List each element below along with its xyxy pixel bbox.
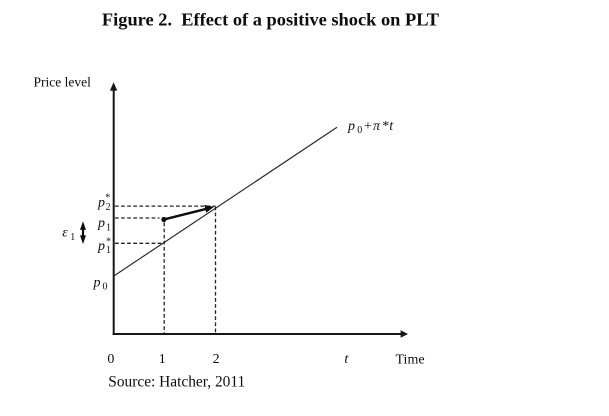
svg-text:Figure 2. Effect of a positiv: Figure 2. Effect of a positive shock on … (102, 9, 439, 29)
svg-text:*: * (106, 236, 111, 247)
svg-text:Price level: Price level (34, 75, 92, 90)
svg-text:*: * (382, 119, 389, 134)
svg-text:p: p (347, 119, 355, 134)
svg-text:*: * (105, 193, 110, 204)
svg-text:0: 0 (107, 352, 114, 367)
svg-text:1: 1 (159, 352, 166, 367)
svg-text:π: π (373, 119, 381, 134)
svg-text:2: 2 (106, 202, 111, 213)
svg-text:+: + (364, 119, 372, 134)
svg-text:Time: Time (396, 352, 425, 367)
svg-text:p: p (97, 196, 105, 211)
svg-text:ε: ε (62, 226, 68, 241)
svg-text:p: p (97, 239, 105, 254)
svg-text:Source: Hatcher, 2011: Source: Hatcher, 2011 (108, 373, 245, 390)
svg-text:2: 2 (213, 352, 220, 367)
svg-text:t: t (344, 352, 349, 367)
svg-text:p: p (93, 275, 101, 290)
svg-text:p: p (97, 216, 105, 231)
svg-text:0: 0 (103, 282, 108, 293)
svg-text:1: 1 (106, 222, 111, 233)
svg-text:1: 1 (70, 232, 75, 243)
svg-text:t: t (389, 119, 394, 134)
svg-text:0: 0 (357, 125, 362, 136)
svg-text:1: 1 (106, 245, 111, 256)
